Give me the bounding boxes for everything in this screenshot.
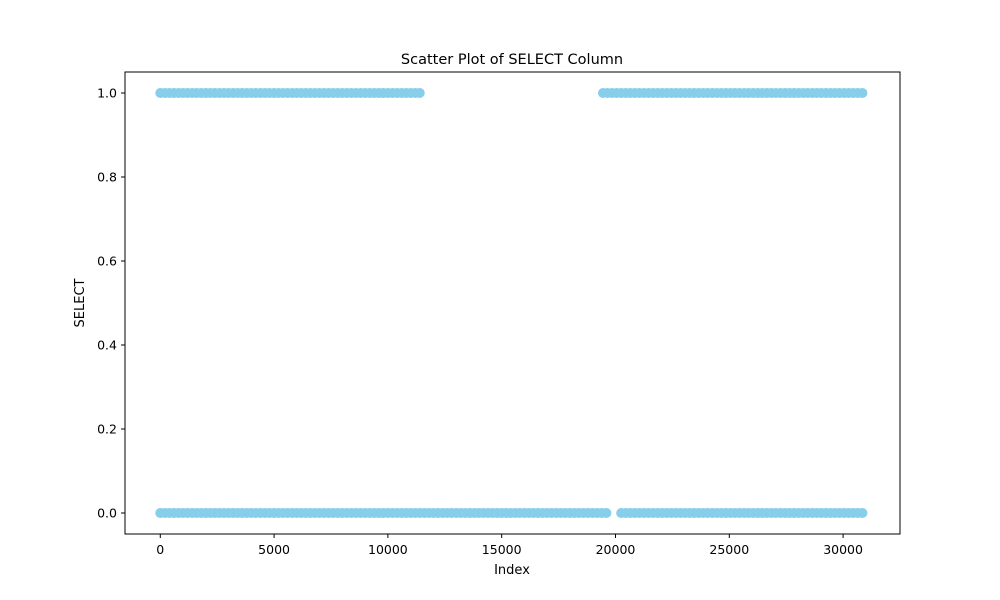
scatter-point (857, 88, 868, 98)
y-axis-label: SELECT (73, 278, 88, 327)
x-axis: 0 5000 10000 15000 20000 25000 30000 (156, 534, 863, 557)
y-tick-label: 0.4 (97, 338, 117, 353)
y-tick-label: 0.0 (97, 506, 117, 521)
scatter-point (857, 508, 868, 518)
x-tick-label: 30000 (823, 542, 863, 557)
scatter-point (414, 88, 425, 98)
y-tick-label: 0.6 (97, 254, 117, 269)
x-tick-label: 20000 (596, 542, 636, 557)
y-tick-label: 0.8 (97, 170, 117, 185)
x-tick-label: 25000 (709, 542, 749, 557)
x-axis-label: Index (494, 563, 530, 578)
scatter-points (155, 88, 868, 518)
scatter-point (601, 508, 612, 518)
y-tick-label: 1.0 (97, 86, 117, 101)
x-tick-label: 0 (156, 542, 164, 557)
x-tick-label: 15000 (482, 542, 522, 557)
plot-area-frame (124, 71, 901, 535)
y-axis: 0.0 0.2 0.4 0.6 0.8 1.0 (97, 86, 125, 521)
x-tick-label: 5000 (258, 542, 290, 557)
x-tick-label: 10000 (368, 542, 408, 557)
chart-title: Scatter Plot of SELECT Column (401, 52, 623, 68)
y-tick-label: 0.2 (97, 422, 117, 437)
